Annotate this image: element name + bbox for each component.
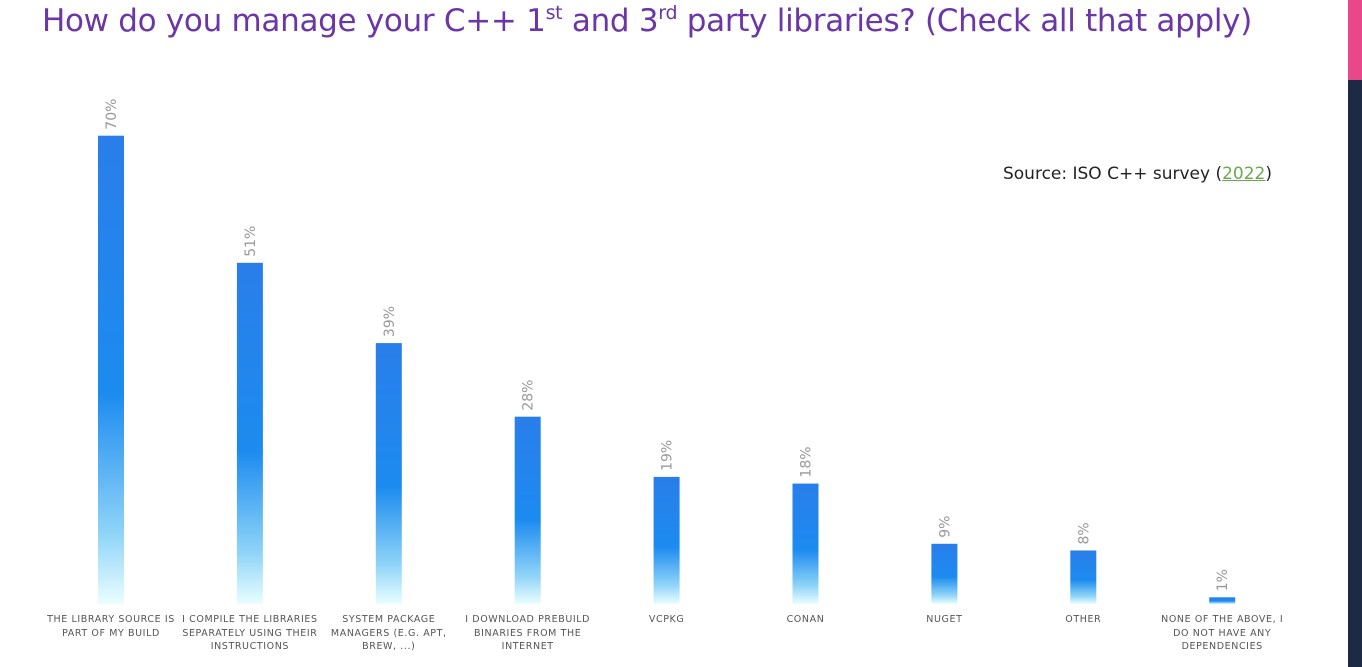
- bar: [1070, 550, 1097, 604]
- bar: [792, 483, 819, 604]
- value-label: 19%: [660, 440, 676, 471]
- value-label: 39%: [382, 306, 398, 337]
- bar: [375, 343, 402, 604]
- x-tick-label: OTHER: [1065, 614, 1102, 625]
- bar: [514, 416, 541, 604]
- x-tick-label: CONAN: [786, 614, 825, 625]
- source-note: Source: ISO C++ survey (2022): [1003, 164, 1272, 184]
- bar: [236, 262, 263, 604]
- value-label: 1%: [1215, 569, 1231, 591]
- bar: [98, 135, 124, 604]
- value-label: 70%: [104, 99, 120, 130]
- source-link[interactable]: 2022: [1222, 164, 1266, 184]
- x-tick-label: SYSTEM PACKAGE MANAGERS (E.G. APT, BREW,…: [330, 614, 447, 652]
- x-tick-label: I COMPILE THE LIBRARIES SEPARATELY USING…: [182, 614, 318, 652]
- x-tick-label: NONE OF THE ABOVE, I DO NOT HAVE ANY DEP…: [1161, 614, 1284, 652]
- title-text: and 3: [562, 3, 659, 39]
- title-text: How do you manage your C++ 1: [42, 3, 546, 39]
- title-text: party libraries? (Check all that apply): [677, 3, 1253, 39]
- accent-strip: [1348, 0, 1362, 80]
- title-sup: rd: [658, 2, 678, 24]
- x-tick-label: I DOWNLOAD PREBUILD BINARIES FROM THE IN…: [465, 614, 591, 652]
- x-tick-label: VCPKG: [648, 614, 685, 625]
- bar: [931, 543, 958, 604]
- value-label: 9%: [937, 516, 953, 538]
- x-tick-label: THE LIBRARY SOURCE IS PART OF MY BUILD: [47, 614, 175, 639]
- side-strip: [1348, 80, 1362, 667]
- value-label: 18%: [799, 446, 815, 477]
- x-tick-label: NUGET: [926, 614, 963, 625]
- value-label: 51%: [243, 226, 259, 257]
- source-text: Source: ISO C++ survey (: [1002, 164, 1223, 184]
- chart-title: How do you manage your C++ 1st and 3rd p…: [42, 2, 1252, 39]
- value-label: 8%: [1076, 522, 1092, 544]
- value-label: 28%: [521, 380, 537, 411]
- title-sup: st: [545, 2, 563, 24]
- source-text: ): [1265, 164, 1272, 184]
- bar: [1209, 597, 1236, 604]
- bar: [653, 476, 680, 604]
